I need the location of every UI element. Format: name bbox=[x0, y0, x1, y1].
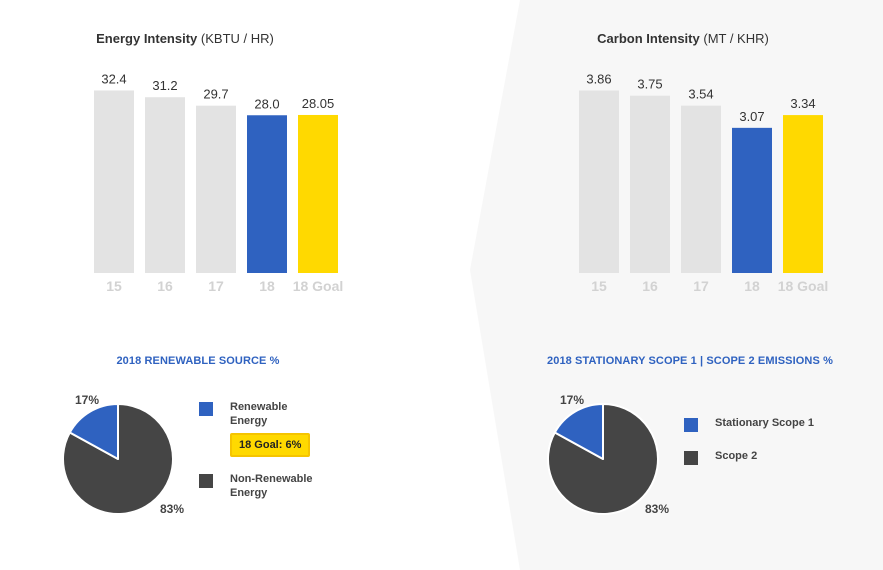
renewable-goal-badge: 18 Goal: 6% bbox=[230, 433, 311, 457]
scope2-pct-label: 83% bbox=[645, 502, 670, 516]
legend-label-non-renewable: Non-Renewable Energy bbox=[230, 473, 313, 499]
energy-tick-label-3: 18 bbox=[259, 278, 275, 294]
energy-value-label-1: 31.2 bbox=[152, 78, 177, 93]
energy-bar-3 bbox=[247, 115, 287, 273]
energy-value-label-4: 28.05 bbox=[302, 96, 335, 111]
energy-bar-4 bbox=[298, 114, 338, 273]
carbon-chart-unit: (MT / KHR) bbox=[703, 31, 769, 46]
legend-item-scope2: Scope 2 bbox=[684, 449, 854, 465]
carbon-tick-label-1: 16 bbox=[642, 278, 658, 294]
emissions-pie-slice-0 bbox=[553, 403, 604, 460]
energy-bar-0 bbox=[94, 90, 134, 274]
legend-swatch-scope1 bbox=[684, 418, 698, 432]
carbon-value-label-0: 3.86 bbox=[586, 71, 611, 86]
energy-chart-title: Energy Intensity (KBTU / HR) bbox=[60, 31, 310, 46]
energy-tick-label-2: 17 bbox=[208, 278, 224, 294]
emissions-pie-title: 2018 STATIONARY SCOPE 1 | SCOPE 2 EMISSI… bbox=[547, 355, 833, 367]
emissions-legend: Stationary Scope 1 Scope 2 bbox=[684, 416, 854, 465]
energy-tick-label-1: 16 bbox=[157, 278, 173, 294]
energy-value-label-3: 28.0 bbox=[254, 96, 279, 111]
carbon-value-label-1: 3.75 bbox=[637, 77, 662, 92]
carbon-value-label-4: 3.34 bbox=[790, 96, 815, 111]
legend-label-renewable: Renewable Energy bbox=[230, 401, 288, 427]
carbon-bar-3 bbox=[732, 127, 772, 273]
renewable-legend: Renewable Energy 18 Goal: 6% Non-Renewab… bbox=[199, 400, 339, 500]
carbon-tick-label-3: 18 bbox=[744, 278, 760, 294]
energy-bar-2 bbox=[196, 105, 236, 273]
carbon-tick-label-4: 18 Goal bbox=[778, 278, 829, 294]
carbon-bar-4 bbox=[783, 115, 823, 273]
carbon-bar-0 bbox=[579, 90, 619, 274]
renewable-pie-title: 2018 RENEWABLE SOURCE % bbox=[116, 355, 280, 367]
carbon-tick-label-0: 15 bbox=[591, 278, 607, 294]
legend-item-scope1: Stationary Scope 1 bbox=[684, 416, 854, 432]
legend-swatch-renewable bbox=[199, 402, 213, 416]
carbon-bar-2 bbox=[681, 105, 721, 273]
energy-value-label-2: 29.7 bbox=[203, 87, 228, 102]
carbon-chart-title-text: Carbon Intensity bbox=[597, 31, 700, 46]
non-renewable-pct-label: 83% bbox=[160, 502, 185, 516]
legend-item-renewable: Renewable Energy bbox=[199, 400, 339, 428]
legend-label-scope2: Scope 2 bbox=[715, 450, 758, 462]
energy-tick-label-4: 18 Goal bbox=[293, 278, 344, 294]
renewable-pie-slice-0 bbox=[68, 403, 119, 460]
renewable-pct-label: 17% bbox=[75, 393, 100, 407]
legend-item-non-renewable: Non-Renewable Energy bbox=[199, 472, 339, 500]
carbon-tick-label-2: 17 bbox=[693, 278, 709, 294]
energy-chart-unit: (KBTU / HR) bbox=[200, 31, 274, 46]
carbon-chart-title: Carbon Intensity (MT / KHR) bbox=[558, 31, 808, 46]
legend-swatch-scope2 bbox=[684, 451, 698, 465]
energy-value-label-0: 32.4 bbox=[101, 71, 126, 86]
carbon-value-label-2: 3.54 bbox=[688, 87, 713, 102]
legend-label-scope1: Stationary Scope 1 bbox=[715, 417, 815, 429]
carbon-value-label-3: 3.07 bbox=[739, 109, 764, 124]
energy-chart-title-text: Energy Intensity bbox=[96, 31, 198, 46]
energy-bar-1 bbox=[145, 97, 185, 274]
carbon-bar-1 bbox=[630, 95, 670, 273]
energy-tick-label-0: 15 bbox=[106, 278, 122, 294]
scope1-pct-label: 17% bbox=[560, 393, 585, 407]
legend-swatch-non-renewable bbox=[199, 474, 213, 488]
